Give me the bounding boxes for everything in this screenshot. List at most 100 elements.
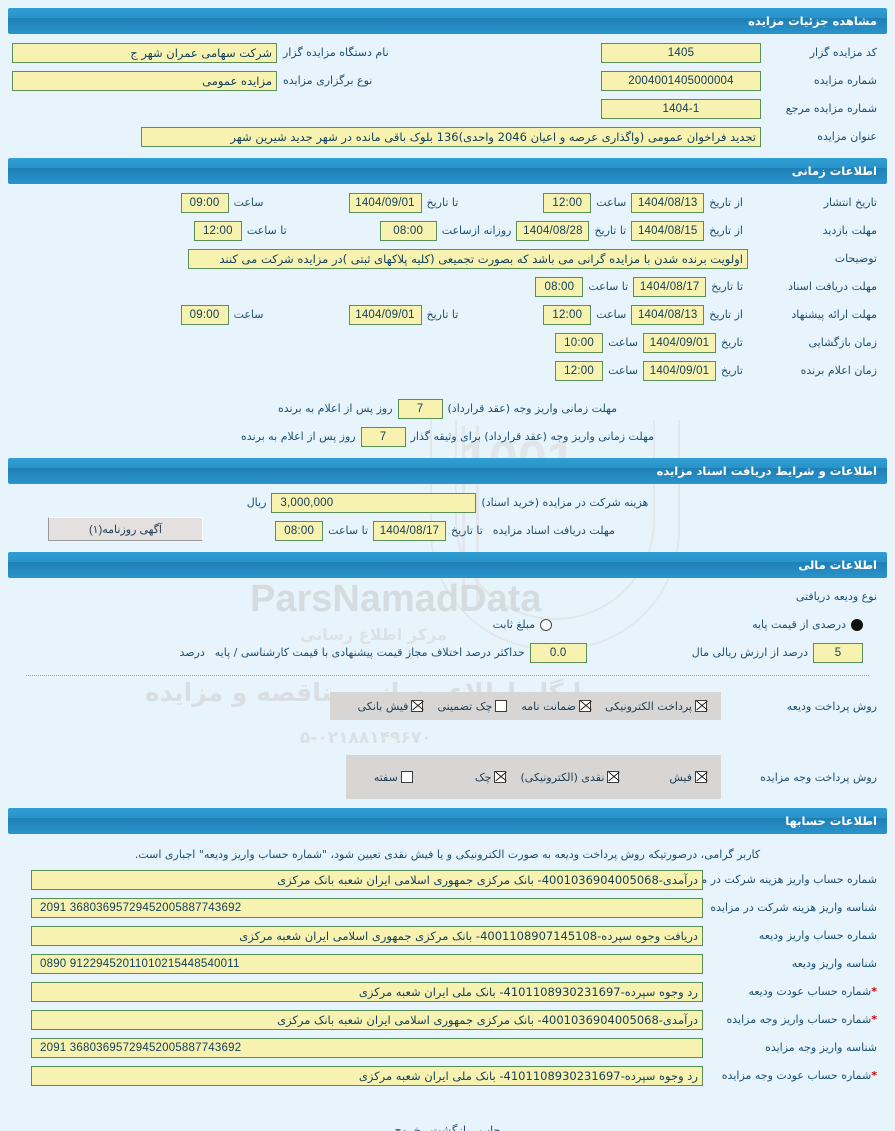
table-row: *شماره حساب عودت ودیعه رد وجوه سپرده-410… [12, 979, 883, 1004]
label-auction-title: عنوان مزایده [817, 130, 877, 143]
checkbox-option-guaranteed-check[interactable]: چک تضمینی [437, 700, 508, 713]
field-participation-cost[interactable]: 3,000,000 [271, 492, 477, 513]
label-account-4: *شماره حساب عودت ودیعه [748, 985, 877, 998]
field-account-5[interactable]: درآمدی-4001036904005068- بانک مرکزی جمهو… [31, 1009, 703, 1030]
checkbox-option-bank-receipt[interactable]: فیش بانکی [358, 700, 424, 713]
field-percent-value[interactable]: 5 [813, 642, 863, 663]
section-body-details: کد مزایده گزار 1405 نام دستگاه مزایده گز… [0, 34, 895, 158]
checkbox-check-icon[interactable] [494, 771, 507, 783]
field-offer-hour[interactable]: 12:00 [543, 304, 592, 325]
checkbox-option-promissory-note[interactable]: سفته [374, 771, 413, 784]
exit-link[interactable]: خروج [394, 1123, 421, 1131]
field-holding-type[interactable]: مزایده عمومی [12, 70, 277, 91]
label-docs-deadline: مهلت دریافت اسناد [788, 280, 877, 293]
section-header-accounts: اطلاعات حسابها [8, 808, 887, 834]
field-docs-receive-date[interactable]: 1404/08/17 [373, 520, 446, 541]
section-title-accounts: اطلاعات حسابها [785, 814, 877, 828]
label-visit-daily: روزانه ازساعت [441, 224, 512, 237]
label-promissory-note: سفته [373, 770, 398, 784]
section-header-timing: اطلاعات زمانی [8, 158, 887, 184]
field-publish-hour[interactable]: 12:00 [543, 192, 592, 213]
checkbox-option-check[interactable]: چک [475, 771, 507, 784]
field-account-0[interactable]: درآمدی-4001036904005068- بانک مرکزی جمهو… [31, 869, 703, 890]
label-visit-to: تا تاریخ [594, 224, 627, 237]
field-winner-date[interactable]: 1404/09/01 [643, 360, 716, 381]
label-deposit-type: نوع ودیعه دریافتی [795, 590, 877, 603]
field-docs-hour[interactable]: 08:00 [535, 276, 584, 297]
field-description[interactable]: اولویت برنده شدن با مزایده گرانی می باشد… [188, 248, 748, 269]
field-visit-daily-to[interactable]: 12:00 [193, 220, 242, 241]
print-link[interactable]: چاپ [479, 1123, 501, 1131]
field-auction-number[interactable]: 2004001405000004 [601, 70, 761, 91]
newspaper-ad-button[interactable]: آگهی روزنامه(۱) [48, 517, 203, 541]
field-offer-from-date[interactable]: 1404/08/13 [631, 304, 705, 325]
label-max-diff-unit: درصد [179, 646, 205, 659]
checkbox-guarantee-letter-icon[interactable] [579, 700, 591, 712]
label-org-name: نام دستگاه مزایده گزار [283, 46, 389, 59]
field-visit-daily-from[interactable]: 08:00 [379, 220, 437, 241]
field-account-2[interactable]: دریافت وجوه سپرده-4001108907145108- بانک… [31, 925, 703, 946]
field-account-3[interactable]: 91229452011010215448540011 0890 [31, 953, 703, 974]
field-account-1[interactable]: 36803695729452005887743692 2091 [31, 897, 703, 918]
field-account-4[interactable]: رد وجوه سپرده-4101108930231697- بانک ملی… [31, 981, 703, 1002]
row-auction-title: عنوان مزایده تجدید فراخوان عمومی (واگذار… [12, 124, 883, 149]
radio-fixed-amount[interactable] [540, 618, 553, 631]
checkbox-promissory-note-icon[interactable] [400, 771, 413, 783]
field-max-diff-percent[interactable]: 0.0 [529, 642, 587, 663]
label-winner-date: تاریخ [721, 364, 743, 377]
checkbox-cash-electronic-icon[interactable] [607, 771, 620, 783]
label-pay-deadline-guarantor-suffix: روز پس از اعلام به برنده [241, 430, 356, 443]
checkbox-electronic-payment-icon[interactable] [695, 700, 707, 712]
field-account-7[interactable]: رد وجوه سپرده-4101108930231697- بانک ملی… [31, 1065, 703, 1086]
radio-percent-of-base[interactable] [851, 618, 863, 631]
label-bank-receipt: فیش بانکی [357, 699, 409, 713]
field-pay-deadline-guarantor-days[interactable]: 7 [360, 426, 406, 447]
checkbox-bank-receipt-icon[interactable] [411, 700, 424, 712]
field-offer-to-date[interactable]: 1404/09/01 [348, 304, 422, 325]
row-opening-time: زمان بازگشایی تاریخ 1404/09/01 ساعت 10:0… [12, 330, 883, 355]
field-account-6[interactable]: 36803695729452005887743692 2091 [31, 1037, 703, 1058]
label-publish-to: تا تاریخ [426, 196, 459, 209]
field-docs-to-date[interactable]: 1404/08/17 [633, 276, 707, 297]
field-auction-title[interactable]: تجدید فراخوان عمومی (واگذاری عرصه و اعیا… [141, 126, 761, 147]
label-deposit-payment-method: روش پرداخت ودیعه [786, 699, 877, 713]
field-visit-to-date[interactable]: 1404/08/28 [516, 220, 590, 241]
label-cash-electronic: نقدی (الکترونیکی) [520, 770, 605, 784]
field-publish-to-hour[interactable]: 09:00 [180, 192, 229, 213]
field-publish-from-date[interactable]: 1404/08/13 [631, 192, 705, 213]
checkbox-option-cash-electronic[interactable]: نقدی (الکترونیکی) [520, 770, 620, 784]
row-auction-number: شماره مزایده 2004001405000004 نوع برگزار… [12, 68, 883, 93]
field-winner-hour[interactable]: 12:00 [555, 360, 604, 381]
checkbox-guaranteed-check-icon[interactable] [495, 700, 508, 712]
section-body-financial: نوع ودیعه دریافتی درصدی از قیمت پایه مبل… [0, 578, 895, 808]
field-ref-number[interactable]: 1404-1 [601, 98, 761, 119]
field-opening-date[interactable]: 1404/09/01 [643, 332, 716, 353]
table-row: شناسه واریز وجه مزایده 36803695729452005… [12, 1035, 883, 1060]
row-docs-receive-deadline: مهلت دریافت اسناد مزایده تا تاریخ 1404/0… [12, 517, 883, 543]
back-link[interactable]: بازگشت [430, 1123, 470, 1131]
auction-pay-method-band: فیش نقدی (الکترونیکی) چک سفته [345, 755, 721, 799]
field-opening-hour[interactable]: 10:00 [555, 332, 604, 353]
checkbox-option-guarantee-letter[interactable]: ضمانت نامه [521, 700, 591, 713]
checkbox-option-electronic-payment[interactable]: پرداخت الکترونیکی [605, 700, 707, 713]
field-pay-deadline-days[interactable]: 7 [397, 398, 443, 419]
label-max-diff: حداکثر درصد اختلاف مجاز قیمت پیشنهادی با… [214, 646, 525, 659]
field-org-name[interactable]: شرکت سهامی عمران شهر ج [12, 42, 277, 63]
table-row: شماره حساب واریز هزینه شرکت در مزایده در… [12, 867, 883, 892]
field-publish-to-date[interactable]: 1404/09/01 [348, 192, 422, 213]
field-docs-receive-hour[interactable]: 08:00 [275, 520, 324, 541]
field-auction-code[interactable]: 1405 [601, 42, 761, 63]
checkbox-receipt-icon[interactable] [695, 771, 707, 783]
label-account-1: شناسه واریز هزینه شرکت در مزایده [710, 901, 877, 914]
checkbox-option-receipt[interactable]: فیش [669, 771, 707, 784]
row-visit-deadline: مهلت بازدید از تاریخ 1404/08/15 تا تاریخ… [12, 218, 883, 243]
table-row: *شماره حساب عودت وجه مزایده رد وجوه سپرد… [12, 1063, 883, 1088]
label-account-6: شناسه واریز وجه مزایده [765, 1041, 877, 1054]
label-ref-number: شماره مزایده مرجع [785, 102, 877, 115]
deposit-method-band: پرداخت الکترونیکی ضمانت نامه چک تضمینی ف… [329, 692, 721, 720]
field-offer-to-hour[interactable]: 09:00 [180, 304, 229, 325]
label-percent-suffix: درصد از ارزش ریالی مال [691, 646, 808, 659]
label-publish-to-hour: ساعت [233, 196, 264, 209]
field-visit-from-date[interactable]: 1404/08/15 [631, 220, 705, 241]
